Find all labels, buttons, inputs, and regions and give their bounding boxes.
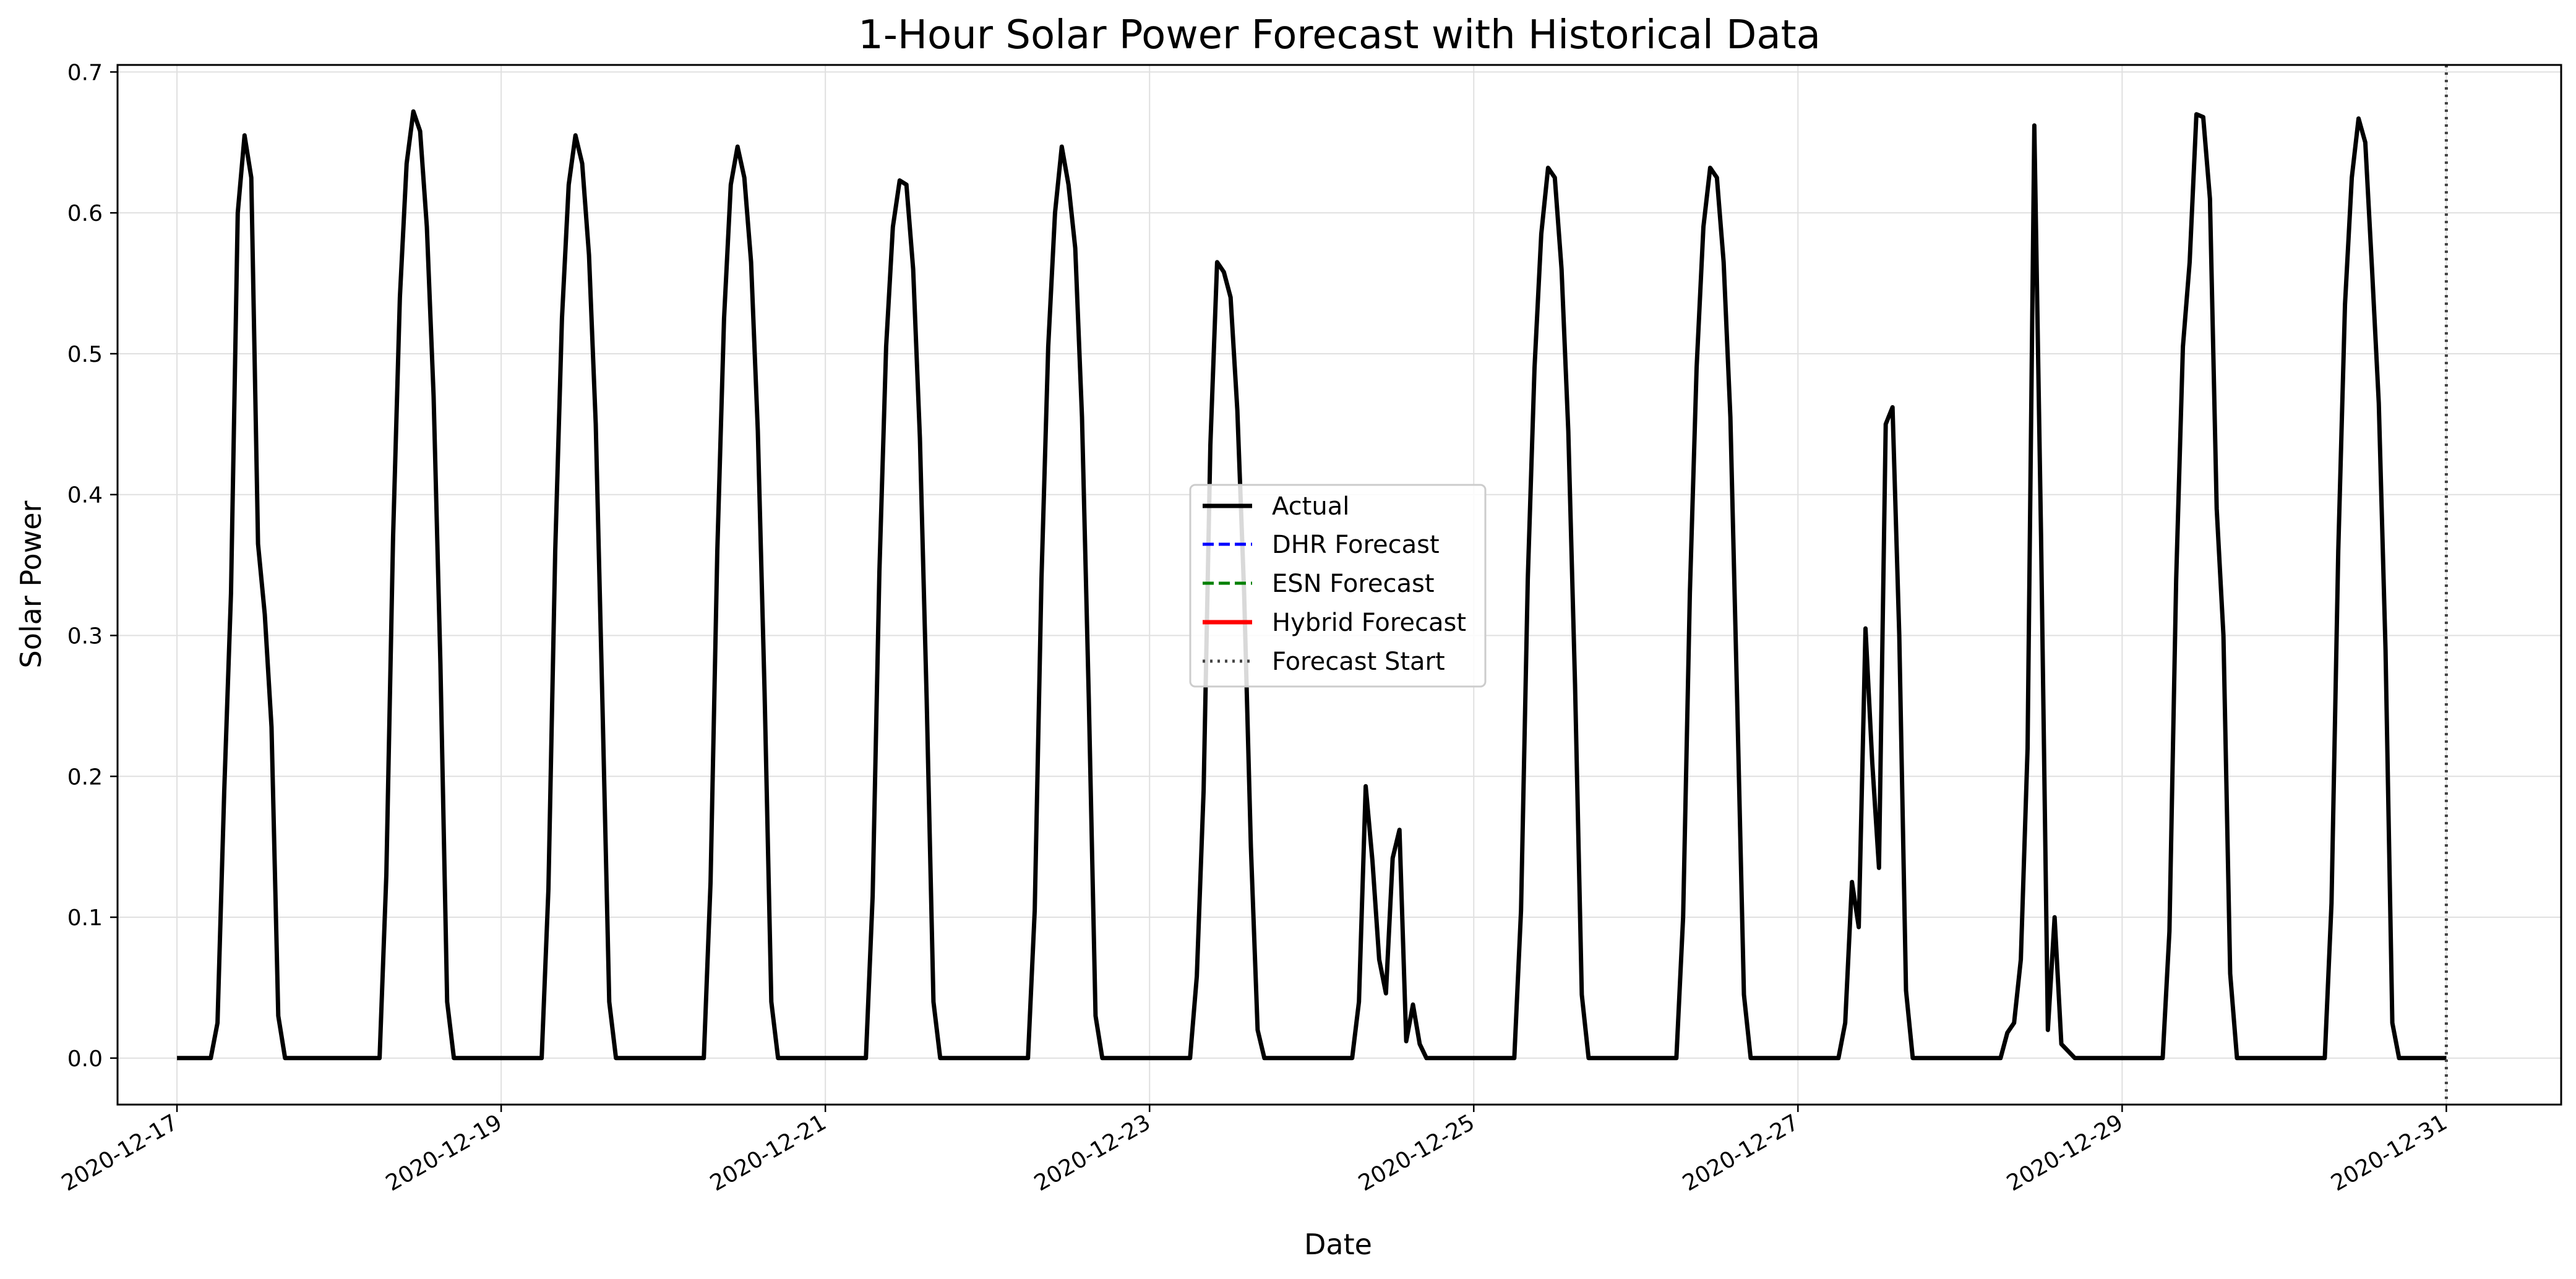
y-tick-label: 0.1: [67, 905, 103, 931]
x-tick-label: 2020-12-17: [58, 1110, 182, 1196]
legend-label-forecast-start: Forecast Start: [1272, 648, 1445, 676]
x-tick-label: 2020-12-25: [1354, 1110, 1479, 1196]
x-axis: 2020-12-17 2020-12-19 2020-12-21 2020-12-23…: [58, 1105, 2452, 1196]
legend: Actual DHR Forecast ESN Forecast Hybrid …: [1189, 484, 1487, 688]
x-tick-label: 2020-12-19: [382, 1110, 507, 1196]
y-axis: 0.0 0.1 0.2 0.3 0.4 0.5 0.6 0.7: [67, 60, 118, 1072]
plot-area: [177, 65, 2448, 1105]
legend-frame: [1189, 484, 1487, 688]
chart-title: 1-Hour Solar Power Forecast with Histori…: [858, 12, 1821, 58]
legend-label-dhr: DHR Forecast: [1272, 531, 1440, 559]
y-axis-label: Solar Power: [14, 500, 48, 668]
legend-label-actual: Actual: [1272, 492, 1349, 521]
y-tick-label: 0.6: [67, 201, 103, 226]
x-tick-label: 2020-12-29: [2003, 1110, 2127, 1196]
y-tick-label: 0.3: [67, 624, 103, 649]
axes-frame: [116, 64, 2562, 1106]
x-tick-label: 2020-12-31: [2327, 1110, 2452, 1196]
y-tick-label: 0.5: [67, 342, 103, 367]
x-tick-label: 2020-12-27: [1678, 1110, 1803, 1196]
series-line-actual: [177, 109, 2447, 1061]
y-tick-label: 0.0: [67, 1046, 103, 1072]
y-tick-label: 0.7: [67, 60, 103, 85]
legend-label-esn: ESN Forecast: [1272, 570, 1435, 598]
x-tick-label: 2020-12-21: [706, 1110, 831, 1196]
x-axis-label: Date: [1304, 1228, 1372, 1261]
y-tick-label: 0.4: [67, 483, 103, 508]
x-tick-label: 2020-12-23: [1030, 1110, 1155, 1196]
y-tick-label: 0.2: [67, 764, 103, 790]
legend-label-hybrid: Hybrid Forecast: [1272, 609, 1466, 637]
